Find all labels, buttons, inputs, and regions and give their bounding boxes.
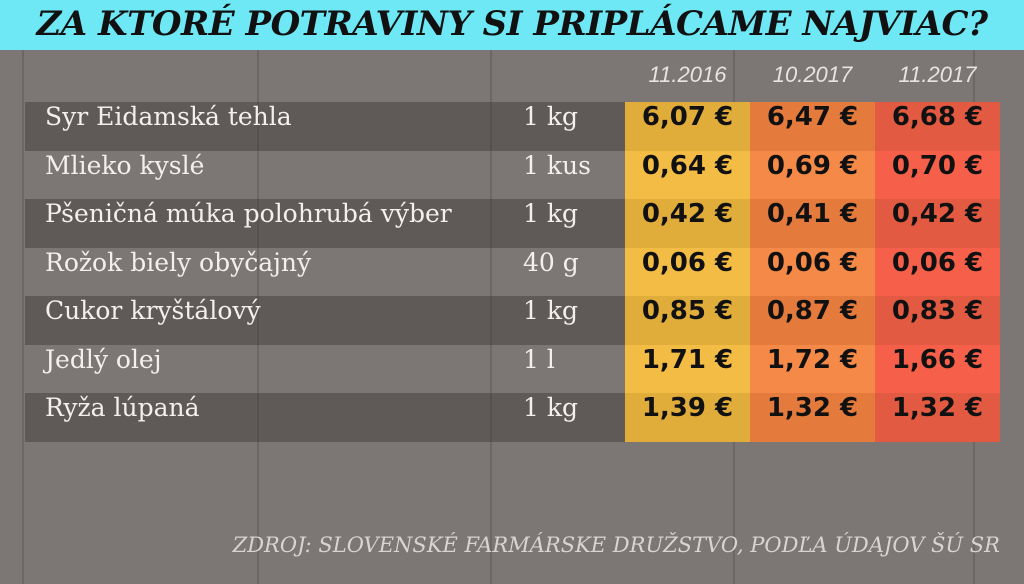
price-cell: 1,66 € bbox=[875, 344, 1000, 394]
product-name: Ryža lúpaná bbox=[45, 393, 200, 422]
price-cell: 0,42 € bbox=[625, 199, 750, 248]
price-cell: 0,70 € bbox=[875, 150, 1000, 200]
price-cell: 0,06 € bbox=[750, 247, 875, 297]
price-cell: 0,06 € bbox=[875, 247, 1000, 297]
price-cell: 0,83 € bbox=[875, 296, 1000, 345]
background-line bbox=[22, 50, 24, 584]
row-label-band: Syr Eidamská tehla 1 kg bbox=[25, 102, 625, 151]
table-row: Cukor kryštálový 1 kg 0,85 €0,87 €0,83 € bbox=[25, 296, 1000, 345]
column-header: 11.2016 bbox=[648, 62, 727, 87]
price-cell: 1,32 € bbox=[875, 393, 1000, 442]
product-unit: 1 kg bbox=[523, 102, 579, 131]
row-label-band: Mlieko kyslé 1 kus bbox=[25, 151, 625, 200]
page-title: ZA KTORÉ POTRAVINY SI PRIPLÁCAME NAJVIAC… bbox=[0, 0, 1024, 50]
product-name: Mlieko kyslé bbox=[45, 150, 205, 180]
source-note: ZDROJ: SLOVENSKÉ FARMÁRSKE DRUŽSTVO, POD… bbox=[232, 533, 1000, 557]
table-row: Pšeničná múka polohrubá výber 1 kg 0,42 €0… bbox=[25, 199, 1000, 248]
table-row: Rožok biely obyčajný 40 g 0,06 €0,06 €0,06… bbox=[25, 247, 1000, 297]
price-cell: 1,32 € bbox=[750, 393, 875, 442]
product-name: Pšeničná múka polohrubá výber bbox=[45, 199, 452, 228]
price-cell: 0,85 € bbox=[625, 296, 750, 345]
price-cell: 6,07 € bbox=[625, 102, 750, 151]
product-name: Rožok biely obyčajný bbox=[45, 247, 312, 277]
row-label-band: Ryža lúpaná 1 kg bbox=[25, 393, 625, 442]
background-line bbox=[490, 50, 492, 584]
product-unit: 1 kus bbox=[523, 150, 591, 180]
column-header: 11.2017 bbox=[898, 62, 977, 87]
background-line bbox=[257, 50, 259, 584]
table-row: Ryža lúpaná 1 kg 1,39 €1,32 €1,32 € bbox=[25, 393, 1000, 442]
price-cell: 1,39 € bbox=[625, 393, 750, 442]
price-cell: 0,64 € bbox=[625, 150, 750, 200]
product-name: Jedlý olej bbox=[45, 344, 162, 374]
product-name: Syr Eidamská tehla bbox=[45, 102, 292, 131]
product-unit: 40 g bbox=[523, 247, 579, 277]
product-unit: 1 kg bbox=[523, 199, 579, 228]
product-unit: 1 kg bbox=[523, 296, 579, 325]
row-label-band: Jedlý olej 1 l bbox=[25, 345, 625, 394]
table-row: Syr Eidamská tehla 1 kg 6,07 €6,47 €6,68 € bbox=[25, 102, 1000, 151]
table-row: Jedlý olej 1 l 1,71 €1,72 €1,66 € bbox=[25, 344, 1000, 394]
row-label-band: Cukor kryštálový 1 kg bbox=[25, 296, 625, 345]
price-cell: 0,69 € bbox=[750, 150, 875, 200]
product-name: Cukor kryštálový bbox=[45, 296, 261, 325]
product-unit: 1 kg bbox=[523, 393, 579, 422]
row-label-band: Pšeničná múka polohrubá výber 1 kg bbox=[25, 199, 625, 248]
price-cell: 0,06 € bbox=[625, 247, 750, 297]
column-header: 10.2017 bbox=[772, 62, 853, 87]
price-cell: 6,68 € bbox=[875, 102, 1000, 151]
price-cell: 0,87 € bbox=[750, 296, 875, 345]
table-row: Mlieko kyslé 1 kus 0,64 €0,69 €0,70 € bbox=[25, 150, 1000, 200]
product-unit: 1 l bbox=[523, 344, 555, 374]
price-cell: 0,42 € bbox=[875, 199, 1000, 248]
row-label-band: Rožok biely obyčajný 40 g bbox=[25, 248, 625, 297]
price-cell: 0,41 € bbox=[750, 199, 875, 248]
price-cell: 1,71 € bbox=[625, 344, 750, 394]
price-cell: 1,72 € bbox=[750, 344, 875, 394]
price-cell: 6,47 € bbox=[750, 102, 875, 151]
